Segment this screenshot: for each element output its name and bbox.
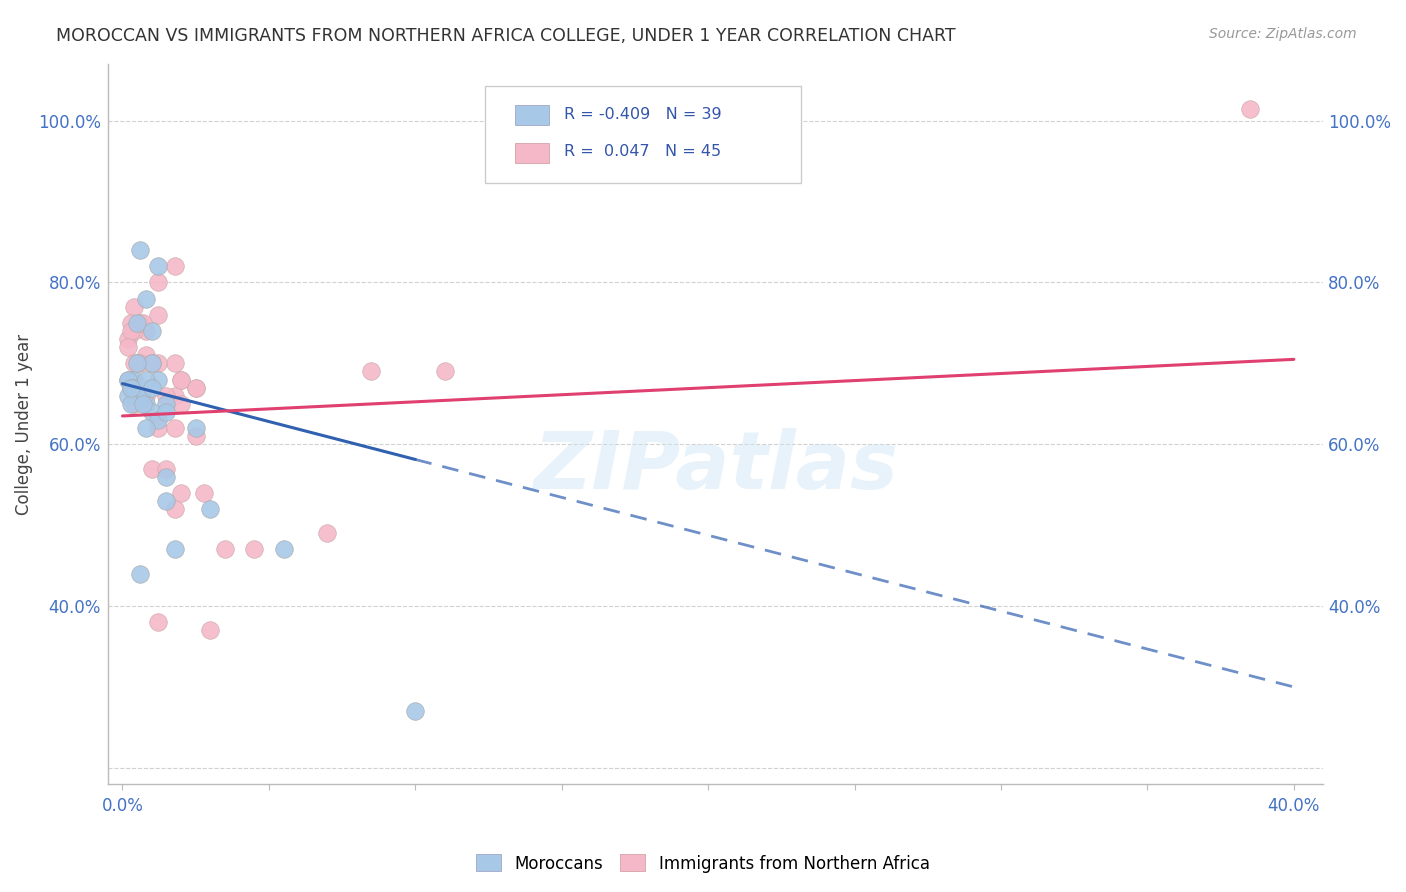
Point [214, 542, 236, 557]
Point [146, 413, 169, 427]
Point [120, 381, 142, 395]
Point [132, 397, 155, 411]
Point [122, 373, 145, 387]
Point [165, 542, 187, 557]
Text: Source: ZipAtlas.com: Source: ZipAtlas.com [1209, 27, 1357, 41]
Point [170, 485, 193, 500]
Point [135, 389, 157, 403]
Point [141, 405, 163, 419]
Point [155, 469, 177, 483]
Point [165, 421, 187, 435]
Point [155, 494, 177, 508]
Point [141, 356, 163, 370]
Legend: Moroccans, Immigrants from Northern Africa: Moroccans, Immigrants from Northern Afri… [470, 847, 936, 880]
Point [155, 389, 177, 403]
Point [122, 397, 145, 411]
Text: R =  0.047   N = 45: R = 0.047 N = 45 [564, 145, 721, 160]
Point [122, 356, 145, 370]
Point [122, 324, 145, 338]
Point [122, 381, 145, 395]
Point [127, 389, 149, 403]
Point [1239, 102, 1261, 116]
Point [165, 502, 187, 516]
Point [135, 292, 157, 306]
Point [117, 332, 139, 346]
Point [165, 356, 187, 370]
Point [120, 381, 142, 395]
Point [155, 461, 177, 475]
Point [141, 461, 163, 475]
Point [165, 389, 187, 403]
Point [193, 485, 215, 500]
Point [170, 397, 193, 411]
Point [120, 397, 142, 411]
Text: R = -0.409   N = 39: R = -0.409 N = 39 [564, 107, 721, 122]
Point [316, 526, 339, 541]
Point [127, 356, 149, 370]
Point [122, 300, 145, 314]
Point [117, 373, 139, 387]
Point [132, 316, 155, 330]
Point [117, 373, 139, 387]
Point [146, 260, 169, 274]
Point [200, 502, 222, 516]
FancyBboxPatch shape [485, 86, 800, 183]
Point [141, 324, 163, 338]
Point [120, 316, 142, 330]
Point [135, 373, 157, 387]
Point [184, 381, 207, 395]
Point [200, 624, 222, 638]
Point [155, 397, 177, 411]
Point [129, 566, 152, 581]
Point [127, 356, 149, 370]
Point [129, 243, 152, 257]
Point [184, 429, 207, 443]
Point [129, 389, 152, 403]
Point [141, 356, 163, 370]
Point [127, 316, 149, 330]
Point [433, 364, 456, 378]
Point [146, 276, 169, 290]
Point [129, 356, 152, 370]
Text: MOROCCAN VS IMMIGRANTS FROM NORTHERN AFRICA COLLEGE, UNDER 1 YEAR CORRELATION CH: MOROCCAN VS IMMIGRANTS FROM NORTHERN AFR… [56, 27, 956, 45]
Point [165, 260, 187, 274]
Point [129, 316, 152, 330]
Point [243, 542, 266, 557]
Point [132, 381, 155, 395]
Point [120, 324, 142, 338]
Point [117, 389, 139, 403]
Text: ZIPatlas: ZIPatlas [533, 428, 898, 507]
Point [135, 348, 157, 362]
Point [404, 704, 426, 718]
Point [117, 340, 139, 354]
Point [127, 389, 149, 403]
Point [273, 542, 295, 557]
Point [146, 421, 169, 435]
Point [184, 421, 207, 435]
Point [135, 324, 157, 338]
Bar [515, 105, 548, 125]
Point [146, 615, 169, 630]
Point [135, 397, 157, 411]
Y-axis label: College, Under 1 year: College, Under 1 year [15, 334, 32, 515]
Point [170, 373, 193, 387]
Point [146, 356, 169, 370]
Point [360, 364, 382, 378]
Point [120, 381, 142, 395]
Point [120, 373, 142, 387]
Point [141, 356, 163, 370]
Point [146, 308, 169, 322]
Bar [515, 143, 548, 162]
Point [141, 381, 163, 395]
Point [170, 373, 193, 387]
Point [184, 381, 207, 395]
Point [155, 405, 177, 419]
Point [146, 373, 169, 387]
Point [135, 421, 157, 435]
